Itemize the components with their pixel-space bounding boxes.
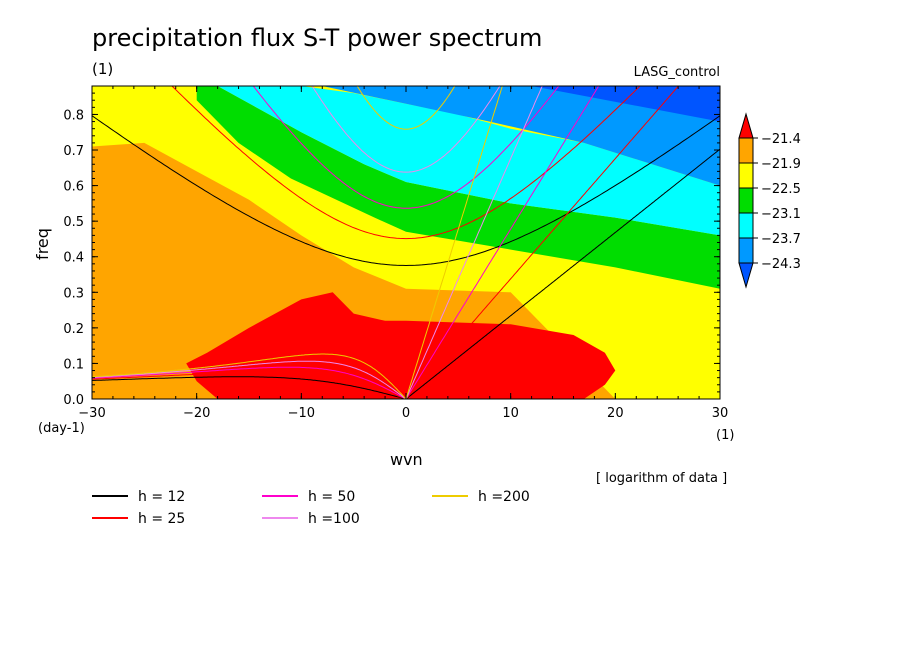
colorbar-swatch — [738, 212, 754, 239]
curve-gravity-12 — [92, 115, 720, 267]
x-tick-label: 0 — [402, 406, 410, 421]
curve-rossby-100 — [92, 360, 407, 399]
curve-kelvin-100 — [405, 86, 543, 399]
data-note: [ logarithm of data ] — [596, 471, 727, 486]
x-unit-label: (1) — [716, 428, 734, 443]
y-tick-label: 0.7 — [63, 144, 84, 159]
x-axis-label: wvn — [390, 450, 423, 469]
region--24.3..-23.7 — [301, 86, 720, 186]
x-tick-label: −20 — [183, 406, 210, 421]
curve-rossby-200 — [92, 353, 407, 399]
region-gt-21.4 — [186, 292, 616, 399]
y-axis-label: freq — [33, 228, 52, 260]
region-lt-24.3 — [531, 86, 720, 122]
y-tick-label: 0.0 — [63, 393, 84, 408]
x-tick-label: 10 — [502, 406, 519, 421]
curve-kelvin-12 — [405, 148, 720, 399]
shaded-regions — [92, 86, 720, 399]
curve-gravity-50 — [252, 86, 560, 209]
colorbar-label: −24.3 — [761, 257, 801, 272]
curve-kelvin-200 — [405, 86, 503, 399]
colorbar-label: −21.9 — [761, 157, 801, 172]
colorbar-swatch — [738, 237, 754, 264]
curve-kelvin-50 — [405, 86, 600, 399]
x-tick-label: 30 — [712, 406, 729, 421]
colorbar-arrow-bottom — [738, 262, 754, 289]
colorbar-swatch — [738, 137, 754, 164]
axis-ticks: −30 −20 −10 0 10 20 30 0.0 0.1 0.2 0.3 0.4 0.5 0.6 0.7… — [63, 86, 728, 421]
legend: h = 12 h = 25 h = 50 h =100 h =200 — [92, 489, 530, 527]
legend-label: h =200 — [478, 489, 530, 505]
x-tick-label: −10 — [288, 406, 315, 421]
colorbar-label: −23.1 — [761, 207, 801, 222]
legend-label: h =100 — [308, 511, 360, 527]
legend-label: h = 25 — [138, 511, 185, 527]
curve-gravity-100 — [311, 86, 501, 173]
y-tick-label: 0.5 — [63, 215, 84, 230]
curve-kelvin-25 — [405, 86, 680, 399]
y-unit-label: (day-1) — [38, 421, 85, 436]
curve-gravity-25 — [171, 86, 641, 240]
chart-subtitle-left: (1) — [92, 60, 113, 78]
region--23.1..-22.5 — [196, 86, 720, 289]
y-tick-label: 0.6 — [63, 180, 84, 195]
curve-rossby-25 — [92, 371, 407, 399]
colorbar-arrow-top — [738, 112, 754, 139]
chart-subtitle-right: LASG_control — [634, 65, 720, 80]
x-tick-label: 20 — [607, 406, 624, 421]
curve-rossby-50 — [92, 366, 407, 399]
y-tick-label: 0.2 — [63, 322, 84, 337]
colorbar-label: −23.7 — [761, 232, 801, 247]
region--22.5..-21.9 — [92, 86, 720, 399]
legend-label: h = 50 — [308, 489, 355, 505]
colorbar-swatch — [738, 187, 754, 214]
y-tick-label: 0.1 — [63, 357, 84, 372]
region--23.7..-23.1 — [196, 86, 720, 236]
chart-title: precipitation flux S-T power spectrum — [92, 24, 542, 52]
y-tick-label: 0.8 — [63, 108, 84, 123]
curve-gravity-200 — [356, 86, 456, 130]
legend-label: h = 12 — [138, 489, 185, 505]
dispersion-curves — [92, 86, 720, 399]
colorbar-label: −22.5 — [761, 182, 801, 197]
x-tick-label: −30 — [78, 406, 105, 421]
colorbar-label: −21.4 — [761, 132, 801, 147]
colorbar: −21.4 −21.9 −22.5 −23.1 −23.7 −24.3 — [738, 112, 801, 289]
colorbar-swatch — [738, 162, 754, 189]
y-tick-label: 0.4 — [63, 251, 84, 266]
curve-rossby-12 — [92, 376, 407, 399]
y-tick-label: 0.3 — [63, 286, 84, 301]
